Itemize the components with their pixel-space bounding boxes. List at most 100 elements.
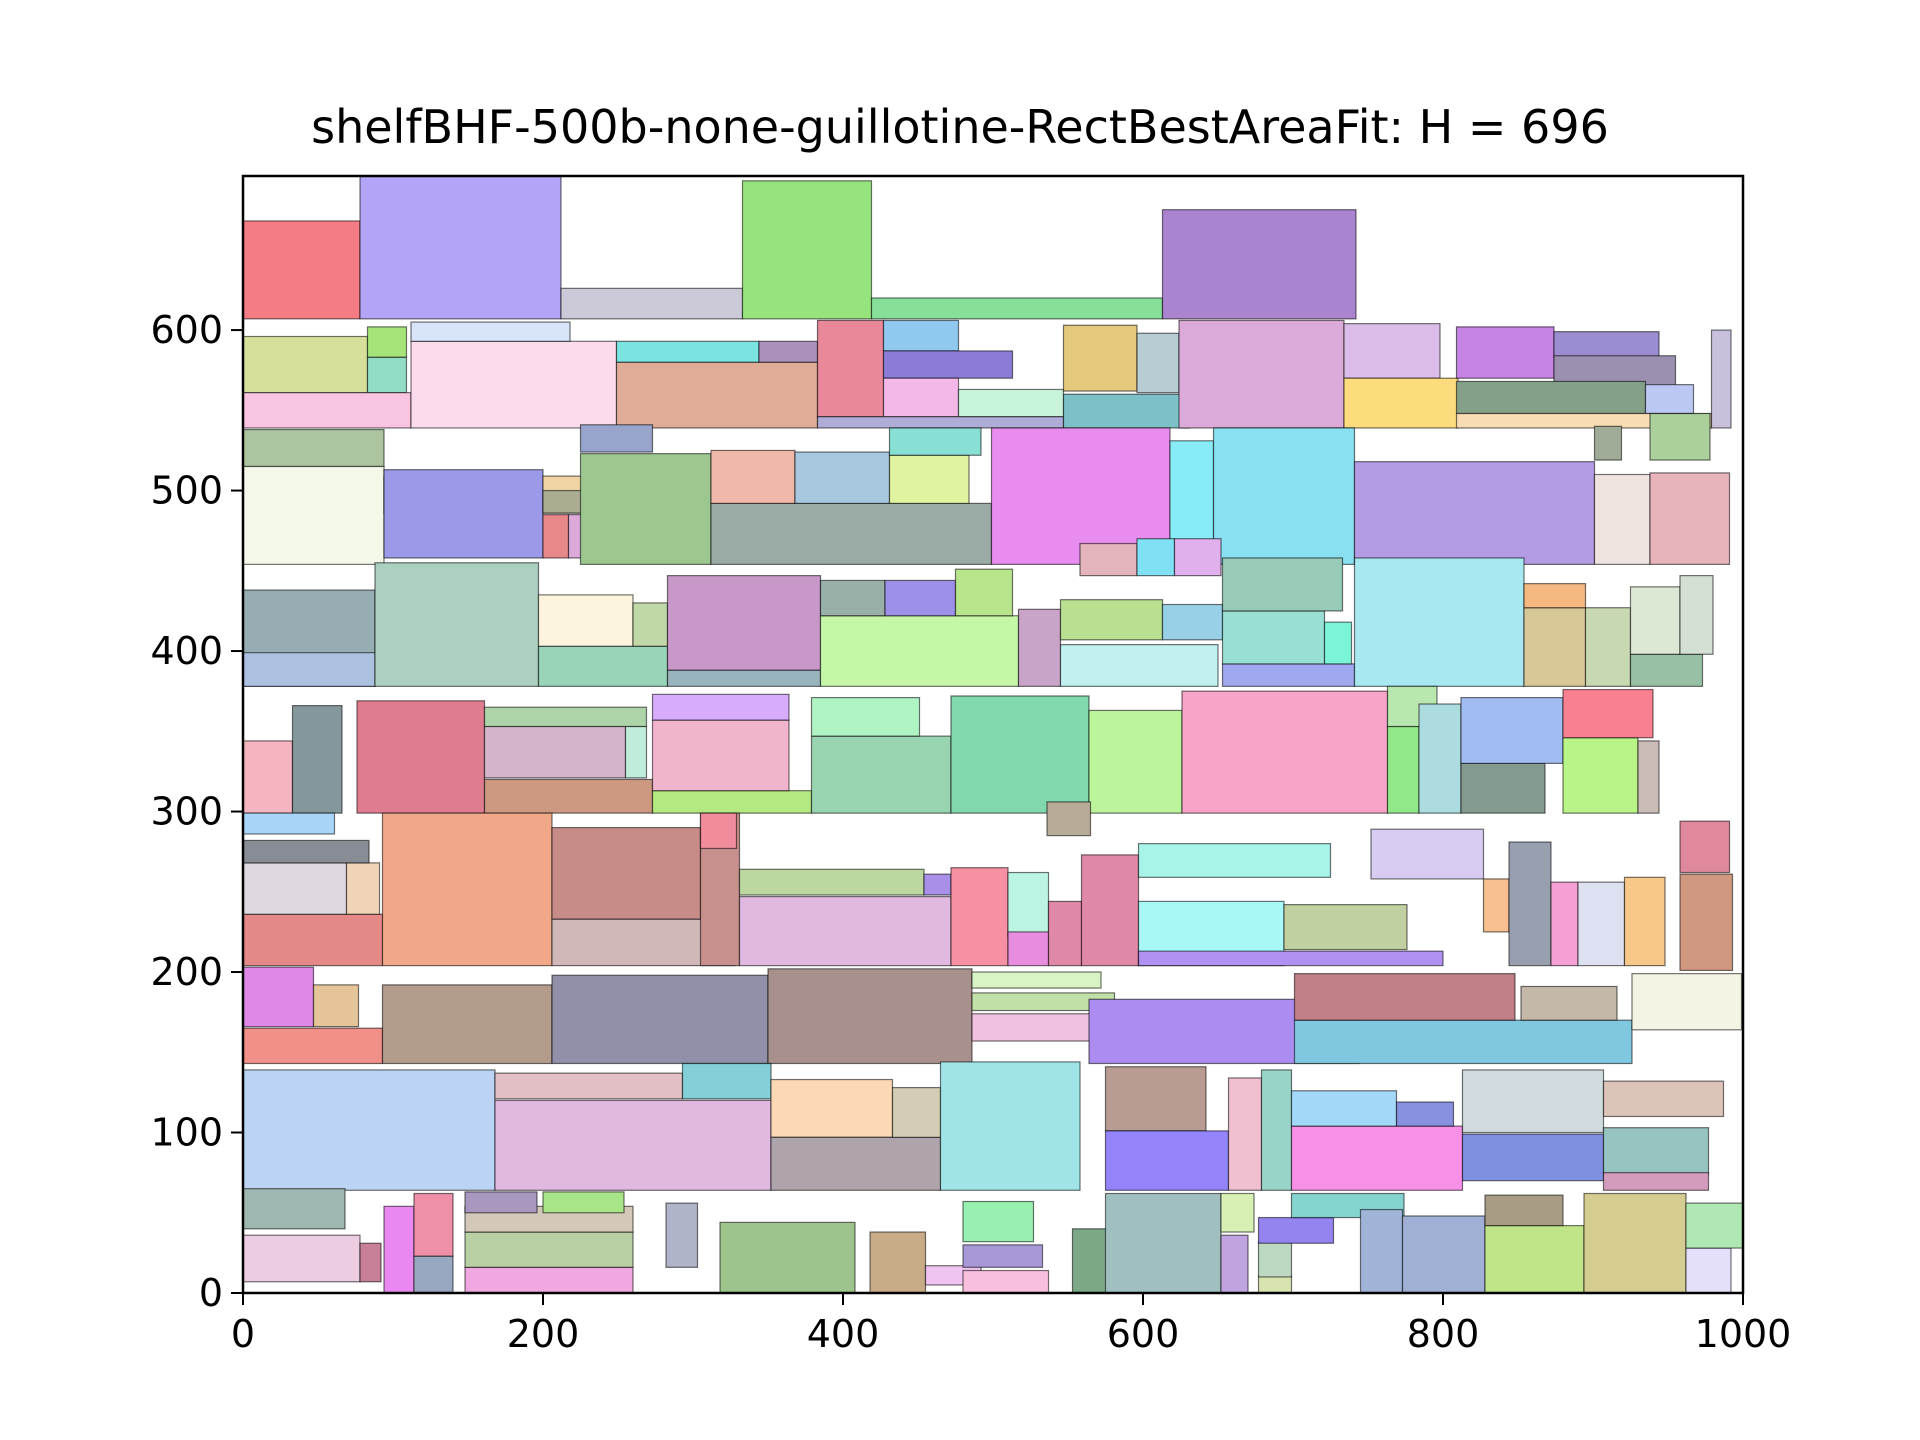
packed-rect-196 <box>1220 1192 1255 1233</box>
packed-rect-4 <box>870 297 1164 320</box>
packed-rect-45 <box>710 449 796 504</box>
packed-rect-76 <box>1221 557 1344 612</box>
packed-rect-154 <box>1520 985 1618 1021</box>
packed-rect-151 <box>1293 1019 1633 1065</box>
packed-rect-95 <box>651 719 790 792</box>
packed-rect-67 <box>884 579 957 617</box>
y-tick-label: 300 <box>150 790 223 834</box>
packed-rect-31 <box>1644 384 1695 415</box>
packed-rect-156 <box>494 1099 772 1191</box>
packed-rect-86 <box>1173 538 1222 577</box>
packed-rect-8 <box>366 356 408 394</box>
packed-rect-63 <box>666 575 822 671</box>
y-tick-label: 0 <box>199 1271 223 1315</box>
packed-rect-176 <box>242 1188 346 1230</box>
packed-rect-71 <box>1059 599 1164 641</box>
packed-rect-152 <box>1293 973 1516 1021</box>
packed-rect-6 <box>242 335 369 394</box>
packed-rect-174 <box>1602 1080 1725 1118</box>
packed-rect-62 <box>632 602 669 647</box>
packed-rect-3 <box>741 180 873 320</box>
packed-rect-39 <box>542 489 586 514</box>
packed-rect-18 <box>882 377 960 418</box>
packed-rect-83 <box>1523 583 1587 609</box>
packed-rect-30 <box>1455 380 1647 415</box>
packed-rect-25 <box>1343 323 1441 379</box>
packed-rect-27 <box>1455 326 1555 379</box>
packed-rect-54 <box>1649 472 1731 565</box>
packed-rect-108 <box>1562 688 1654 739</box>
packed-rect-33 <box>1710 329 1732 429</box>
packed-rect-68 <box>954 568 1014 617</box>
packed-rect-111 <box>242 862 348 915</box>
packed-rect-90 <box>483 778 654 814</box>
packed-rect-117 <box>551 826 702 920</box>
packed-rect-78 <box>1523 607 1587 687</box>
packed-rect-48 <box>888 427 982 456</box>
packed-rect-24 <box>1178 319 1345 429</box>
packed-rect-79 <box>1584 607 1632 687</box>
packed-rect-159 <box>770 1078 894 1138</box>
packed-rect-201 <box>1359 1208 1404 1294</box>
packed-rect-94 <box>651 790 813 814</box>
packed-rect-98 <box>810 696 921 737</box>
packed-rect-74 <box>1221 610 1326 665</box>
packed-rect-186 <box>665 1202 699 1268</box>
packed-rect-55 <box>1649 412 1711 461</box>
packed-rect-178 <box>383 1205 415 1294</box>
packed-rect-14 <box>758 340 819 363</box>
packed-rect-187 <box>719 1221 856 1294</box>
packed-rect-20 <box>816 416 1065 429</box>
packed-rect-9 <box>242 392 412 429</box>
packed-rect-34 <box>242 428 385 468</box>
rectangles-layer <box>242 175 1744 1294</box>
packed-rect-138 <box>1679 873 1734 972</box>
packed-rect-102 <box>1386 725 1420 814</box>
packed-rect-172 <box>1602 1127 1710 1175</box>
packed-rect-133 <box>1482 878 1510 933</box>
packed-rect-106 <box>1460 696 1564 764</box>
x-tick-label: 200 <box>507 1312 580 1356</box>
packed-rect-97 <box>810 735 952 814</box>
packed-rect-207 <box>1484 1194 1564 1227</box>
packed-rect-42 <box>579 453 712 565</box>
packed-rect-192 <box>962 1200 1035 1243</box>
packed-rect-82 <box>1679 575 1714 655</box>
packed-rect-124 <box>1007 871 1050 938</box>
packed-rect-131 <box>1137 950 1444 967</box>
packed-rect-91 <box>483 725 627 779</box>
plot-frame <box>241 174 1745 1295</box>
packed-rect-142 <box>242 966 315 1028</box>
packed-rect-1 <box>359 175 562 320</box>
packed-rect-40 <box>542 514 570 559</box>
packed-rect-149 <box>971 971 1102 989</box>
packed-rect-164 <box>1104 1130 1230 1191</box>
packed-rect-162 <box>939 1061 1081 1191</box>
packed-rect-170 <box>1461 1133 1605 1182</box>
packed-rect-13 <box>615 340 760 363</box>
packed-rect-80 <box>1629 653 1704 687</box>
packed-rect-144 <box>381 984 553 1065</box>
packed-rect-10 <box>410 340 618 429</box>
packed-rect-158 <box>681 1062 772 1100</box>
packed-rect-185 <box>542 1191 625 1214</box>
packed-rect-197 <box>1257 1274 1293 1294</box>
packed-rect-59 <box>374 562 540 687</box>
packed-rect-60 <box>537 645 669 687</box>
packed-rect-198 <box>1257 1241 1293 1278</box>
packed-rect-163 <box>1104 1066 1207 1132</box>
packed-rect-137 <box>1623 876 1666 967</box>
packed-rect-44 <box>710 502 993 565</box>
packed-rect-175 <box>242 1234 361 1283</box>
packed-rect-19 <box>957 388 1065 418</box>
packed-rect-7 <box>366 326 408 358</box>
packed-rect-141 <box>242 1027 384 1065</box>
packed-rect-93 <box>483 706 648 728</box>
packed-rect-169 <box>1395 1101 1455 1127</box>
packed-rect-195 <box>1220 1234 1249 1294</box>
packed-rect-190 <box>962 1269 1050 1294</box>
packed-rect-180 <box>413 1192 454 1257</box>
packed-rect-153 <box>1631 973 1743 1031</box>
packed-rect-23 <box>1136 332 1180 394</box>
